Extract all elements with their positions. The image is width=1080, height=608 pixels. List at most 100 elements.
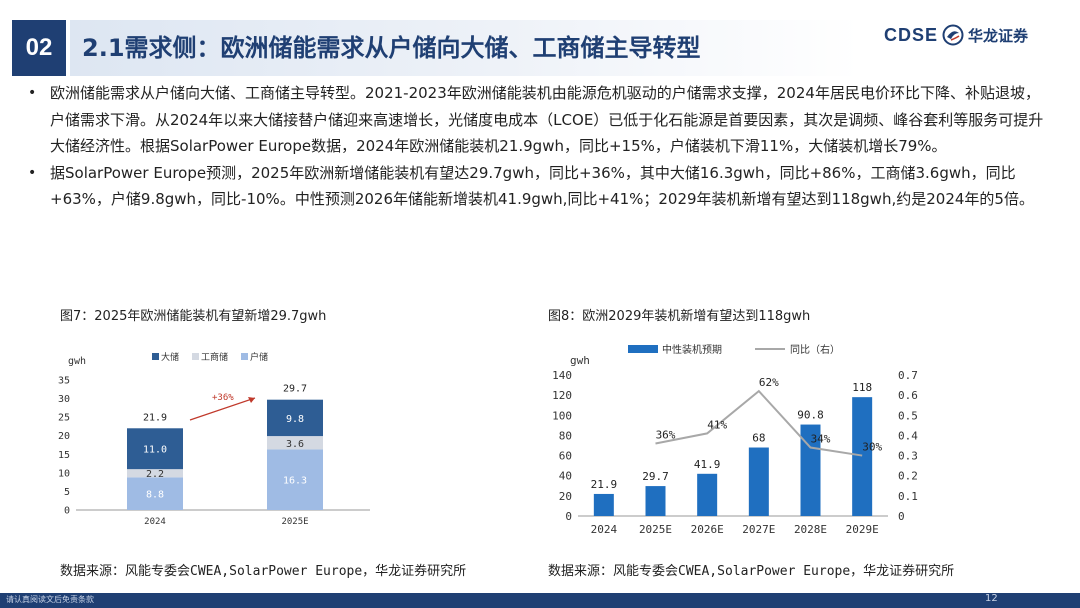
- bullet-item: • 据SolarPower Europe预测，2025年欧洲新增储能装机有望达2…: [28, 160, 1048, 213]
- slide-header: 02 2.1需求侧：欧洲储能需求从户储向大储、工商储主导转型 CDSE 华龙证券: [0, 0, 1080, 80]
- bar-segment: [267, 436, 323, 450]
- y-axis-unit-label: gwh: [570, 354, 590, 367]
- bar-data-label: 41.9: [694, 458, 721, 471]
- y-tick-label: 15: [58, 450, 70, 461]
- bullet-list: • 欧洲储能需求从户储向大储、工商储主导转型。2021-2023年欧洲储能装机由…: [28, 80, 1048, 213]
- y-tick-label: 0: [565, 510, 572, 523]
- x-tick-label: 2026E: [691, 523, 724, 536]
- y-tick-label: 0: [64, 506, 70, 517]
- y-tick-label: 35: [58, 376, 70, 387]
- line-data-label: 36%: [656, 428, 676, 441]
- bar-segment: [267, 399, 323, 437]
- x-tick-label: 2028E: [794, 523, 827, 536]
- segment-data-label: 3.6: [286, 439, 304, 450]
- y2-tick-label: 0.7: [898, 369, 918, 382]
- company-logo: CDSE 华龙证券: [884, 22, 1028, 48]
- y-tick-label: 10: [58, 468, 70, 479]
- bar-data-label: 21.9: [591, 478, 618, 491]
- y-tick-label: 20: [58, 431, 70, 442]
- legend-swatch: [192, 353, 199, 360]
- bar: [748, 447, 769, 516]
- bullet-dot-icon: •: [28, 85, 37, 101]
- total-data-label: 29.7: [283, 384, 307, 395]
- bar: [645, 486, 666, 516]
- bullet-item: • 欧洲储能需求从户储向大储、工商储主导转型。2021-2023年欧洲储能装机由…: [28, 80, 1048, 160]
- footer-bar: 请认真阅读文后免责条款 12: [0, 593, 1080, 608]
- y-tick-label: 25: [58, 413, 70, 424]
- total-data-label: 21.9: [143, 412, 167, 423]
- y2-tick-label: 0.2: [898, 470, 918, 483]
- title-bar: [70, 20, 860, 76]
- segment-data-label: 9.8: [286, 414, 304, 425]
- y-tick-label: 20: [559, 490, 572, 503]
- bar-data-label: 29.7: [642, 470, 669, 483]
- y2-tick-label: 0.6: [898, 389, 918, 402]
- segment-data-label: 16.3: [283, 476, 307, 487]
- page-number: 12: [985, 593, 998, 604]
- legend-swatch: [628, 345, 658, 353]
- legend-label: 大储: [161, 351, 179, 363]
- legend-label: 同比（右）: [790, 343, 840, 356]
- x-tick-label: 2027E: [742, 523, 775, 536]
- x-tick-label: 2025E: [281, 517, 308, 527]
- bullet-text: 欧洲储能需求从户储向大储、工商储主导转型。2021-2023年欧洲储能装机由能源…: [50, 84, 1044, 155]
- y2-tick-label: 0.1: [898, 490, 918, 503]
- y2-tick-label: 0.5: [898, 409, 918, 422]
- growth-arrow-head-icon: [248, 397, 255, 403]
- section-number: 02: [12, 20, 66, 76]
- slide-title: 2.1需求侧：欧洲储能需求从户储向大储、工商储主导转型: [82, 34, 701, 62]
- bar: [852, 397, 873, 516]
- x-tick-label: 2029E: [846, 523, 879, 536]
- y2-tick-label: 0: [898, 510, 905, 523]
- y-tick-label: 140: [552, 369, 572, 382]
- disclaimer-note: 请认真阅读文后免责条款: [6, 595, 94, 604]
- line-data-label: 41%: [707, 418, 727, 431]
- legend-label: 户储: [250, 351, 268, 363]
- legend-label: 中性装机预期: [662, 343, 722, 356]
- y-tick-label: 30: [58, 394, 70, 405]
- segment-data-label: 8.8: [146, 490, 164, 501]
- y-tick-label: 120: [552, 389, 572, 402]
- bar-data-label: 90.8: [797, 409, 824, 422]
- growth-rate-line: [655, 389, 863, 457]
- bar: [697, 473, 718, 516]
- y-tick-label: 100: [552, 409, 572, 422]
- bar-segment: [127, 469, 183, 478]
- logo-emblem-icon: [942, 24, 964, 46]
- bar-segment: [127, 428, 183, 470]
- y-tick-label: 80: [559, 429, 572, 442]
- growth-arrow-line: [189, 397, 256, 421]
- bar-data-label: 68: [752, 432, 765, 445]
- line-data-label: 34%: [811, 433, 831, 446]
- figure-8-caption: 图8：欧洲2029年装机新增有望达到118gwh: [548, 309, 811, 324]
- y-axis-unit-label: gwh: [68, 356, 86, 367]
- line-data-label: 62%: [759, 376, 779, 389]
- y2-tick-label: 0.3: [898, 450, 918, 463]
- legend-label: 工商储: [201, 351, 228, 363]
- logo-text-en: CDSE: [884, 24, 939, 45]
- segment-data-label: 11.0: [143, 445, 167, 456]
- y-tick-label: 60: [559, 450, 572, 463]
- bullet-text: 据SolarPower Europe预测，2025年欧洲新增储能装机有望达29.…: [50, 163, 1034, 209]
- bar-segment: [127, 477, 183, 510]
- figure-7-caption: 图7：2025年欧洲储能装机有望新增29.7gwh: [60, 309, 327, 324]
- y2-tick-label: 0.4: [898, 429, 918, 442]
- logo-text-cn: 华龙证券: [968, 26, 1029, 45]
- bullet-dot-icon: •: [28, 164, 37, 181]
- line-data-label: 30%: [862, 441, 882, 454]
- figure-7-stacked-bar-chart: gwh 0 5 10 15 20 25 30 35 大储 工商储 户储 8.8 2.2 11.0 21.9 20…: [58, 351, 370, 527]
- figure-8-bar-line-chart: gwh 0 20 40 60 80 100 120 140 0 0.1 0.2 0.3 0.4 0.5 0.6…: [552, 343, 918, 536]
- x-tick-label: 2025E: [639, 523, 672, 536]
- bar: [593, 493, 614, 516]
- segment-data-label: 2.2: [146, 469, 164, 480]
- bar-segment: [267, 449, 323, 510]
- y-tick-label: 5: [64, 487, 70, 498]
- x-tick-label: 2024: [144, 517, 166, 527]
- bar-data-label: 118: [852, 381, 872, 394]
- y-tick-label: 40: [559, 470, 572, 483]
- x-tick-label: 2024: [591, 523, 618, 536]
- source-note-left: 数据来源：风能专委会CWEA,SolarPower Europe，华龙证券研究所: [60, 564, 467, 579]
- source-note-right: 数据来源：风能专委会CWEA,SolarPower Europe，华龙证券研究所: [548, 564, 955, 579]
- legend-swatch: [152, 353, 159, 360]
- growth-annotation: +36%: [212, 393, 234, 403]
